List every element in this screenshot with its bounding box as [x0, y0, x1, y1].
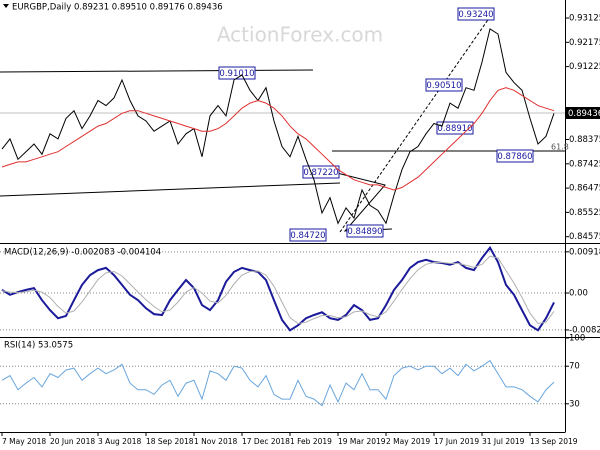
- y-tick-label: 70: [569, 362, 580, 372]
- label-box: [496, 149, 534, 163]
- dropdown-icon: [3, 4, 9, 8]
- y-tick-label: 0.91225: [569, 62, 600, 72]
- y-tick-label: 100: [569, 334, 585, 344]
- y-tick-label: 0.87425: [569, 159, 600, 169]
- annotation: 0.84720: [290, 231, 325, 241]
- annotation: 0.87860: [497, 152, 532, 162]
- channel-line: [0, 182, 341, 197]
- price-box-label: 0.89436: [568, 109, 600, 119]
- label-box: [218, 66, 256, 80]
- y-tick-label: 0.93125: [569, 14, 600, 24]
- y-tick-label: -0.008225: [569, 325, 600, 335]
- x-tick-label: 1 Feb 2019: [290, 437, 332, 446]
- x-tick-label: 2 May 2019: [386, 437, 430, 446]
- label-box: [425, 78, 463, 92]
- fib-trend: [339, 13, 493, 233]
- panel-title: RSI(14) 53.0575: [4, 341, 73, 351]
- x-tick-label: 7 May 2018: [2, 437, 46, 446]
- annotation: 0.93240: [458, 10, 493, 20]
- y-tick-label: 0.92175: [569, 38, 600, 48]
- y-tick-label: 0.88375: [569, 135, 600, 145]
- annotation: 0.91010: [219, 69, 254, 79]
- annotation: 0.90510: [426, 81, 461, 91]
- watermark: ActionForex.com: [217, 23, 383, 47]
- x-tick-label: 20 Jun 2018: [50, 437, 95, 446]
- label-box: [457, 7, 495, 21]
- y-tick-label: 0.84575: [569, 232, 600, 242]
- panel-frames: [0, 0, 600, 433]
- header: EURGBP,Daily 0.89231 0.89510 0.89176 0.8…: [12, 3, 223, 13]
- channel-line: [0, 69, 314, 73]
- series-layer: 0.93125 0.92175 0.91225 0.88375 0.87425 0.864…: [0, 14, 600, 446]
- x-tick-label: 19 Mar 2019: [338, 437, 386, 446]
- x-tick-label: 31 Jul 2019: [482, 437, 525, 446]
- x-tick-label: 1 Nov 2018: [194, 437, 237, 446]
- label-box: [346, 224, 384, 238]
- y-tick-label: 30: [569, 399, 580, 409]
- series-line: [1, 87, 555, 191]
- label-box: [289, 228, 327, 242]
- fib-label: 61.8: [551, 143, 569, 152]
- series-line: [1, 28, 555, 225]
- y-tick-label: 0.009181: [569, 247, 600, 257]
- y-tick-label: 0.86475: [569, 184, 600, 194]
- x-tick-label: 18 Sep 2018: [146, 437, 194, 446]
- series-line: [1, 255, 555, 325]
- label-box: [436, 121, 474, 135]
- series-line: [1, 359, 555, 407]
- annotation-boxes: 0.93240 0.91010 0.90510 0.88910 0.87860 …: [218, 7, 569, 242]
- series-line: [1, 245, 555, 332]
- x-tick-label: 3 Aug 2018: [98, 437, 141, 446]
- drawings: [0, 13, 565, 233]
- price-box: [566, 107, 600, 119]
- annotation: 0.88910: [437, 124, 472, 134]
- x-tick-label: 13 Sep 2019: [530, 437, 578, 446]
- y-tick-label: 0.00: [569, 289, 588, 299]
- panel-title: MACD(12,26,9) -0.002083 -0.004104: [4, 248, 161, 258]
- y-tick-label: 0.85525: [569, 208, 600, 218]
- annotation: 0.84890: [347, 227, 382, 237]
- x-tick-label: 17 Dec 2018: [242, 437, 290, 446]
- annotation: 0.87220: [303, 168, 338, 178]
- x-tick-label: 17 Jun 2019: [434, 437, 479, 446]
